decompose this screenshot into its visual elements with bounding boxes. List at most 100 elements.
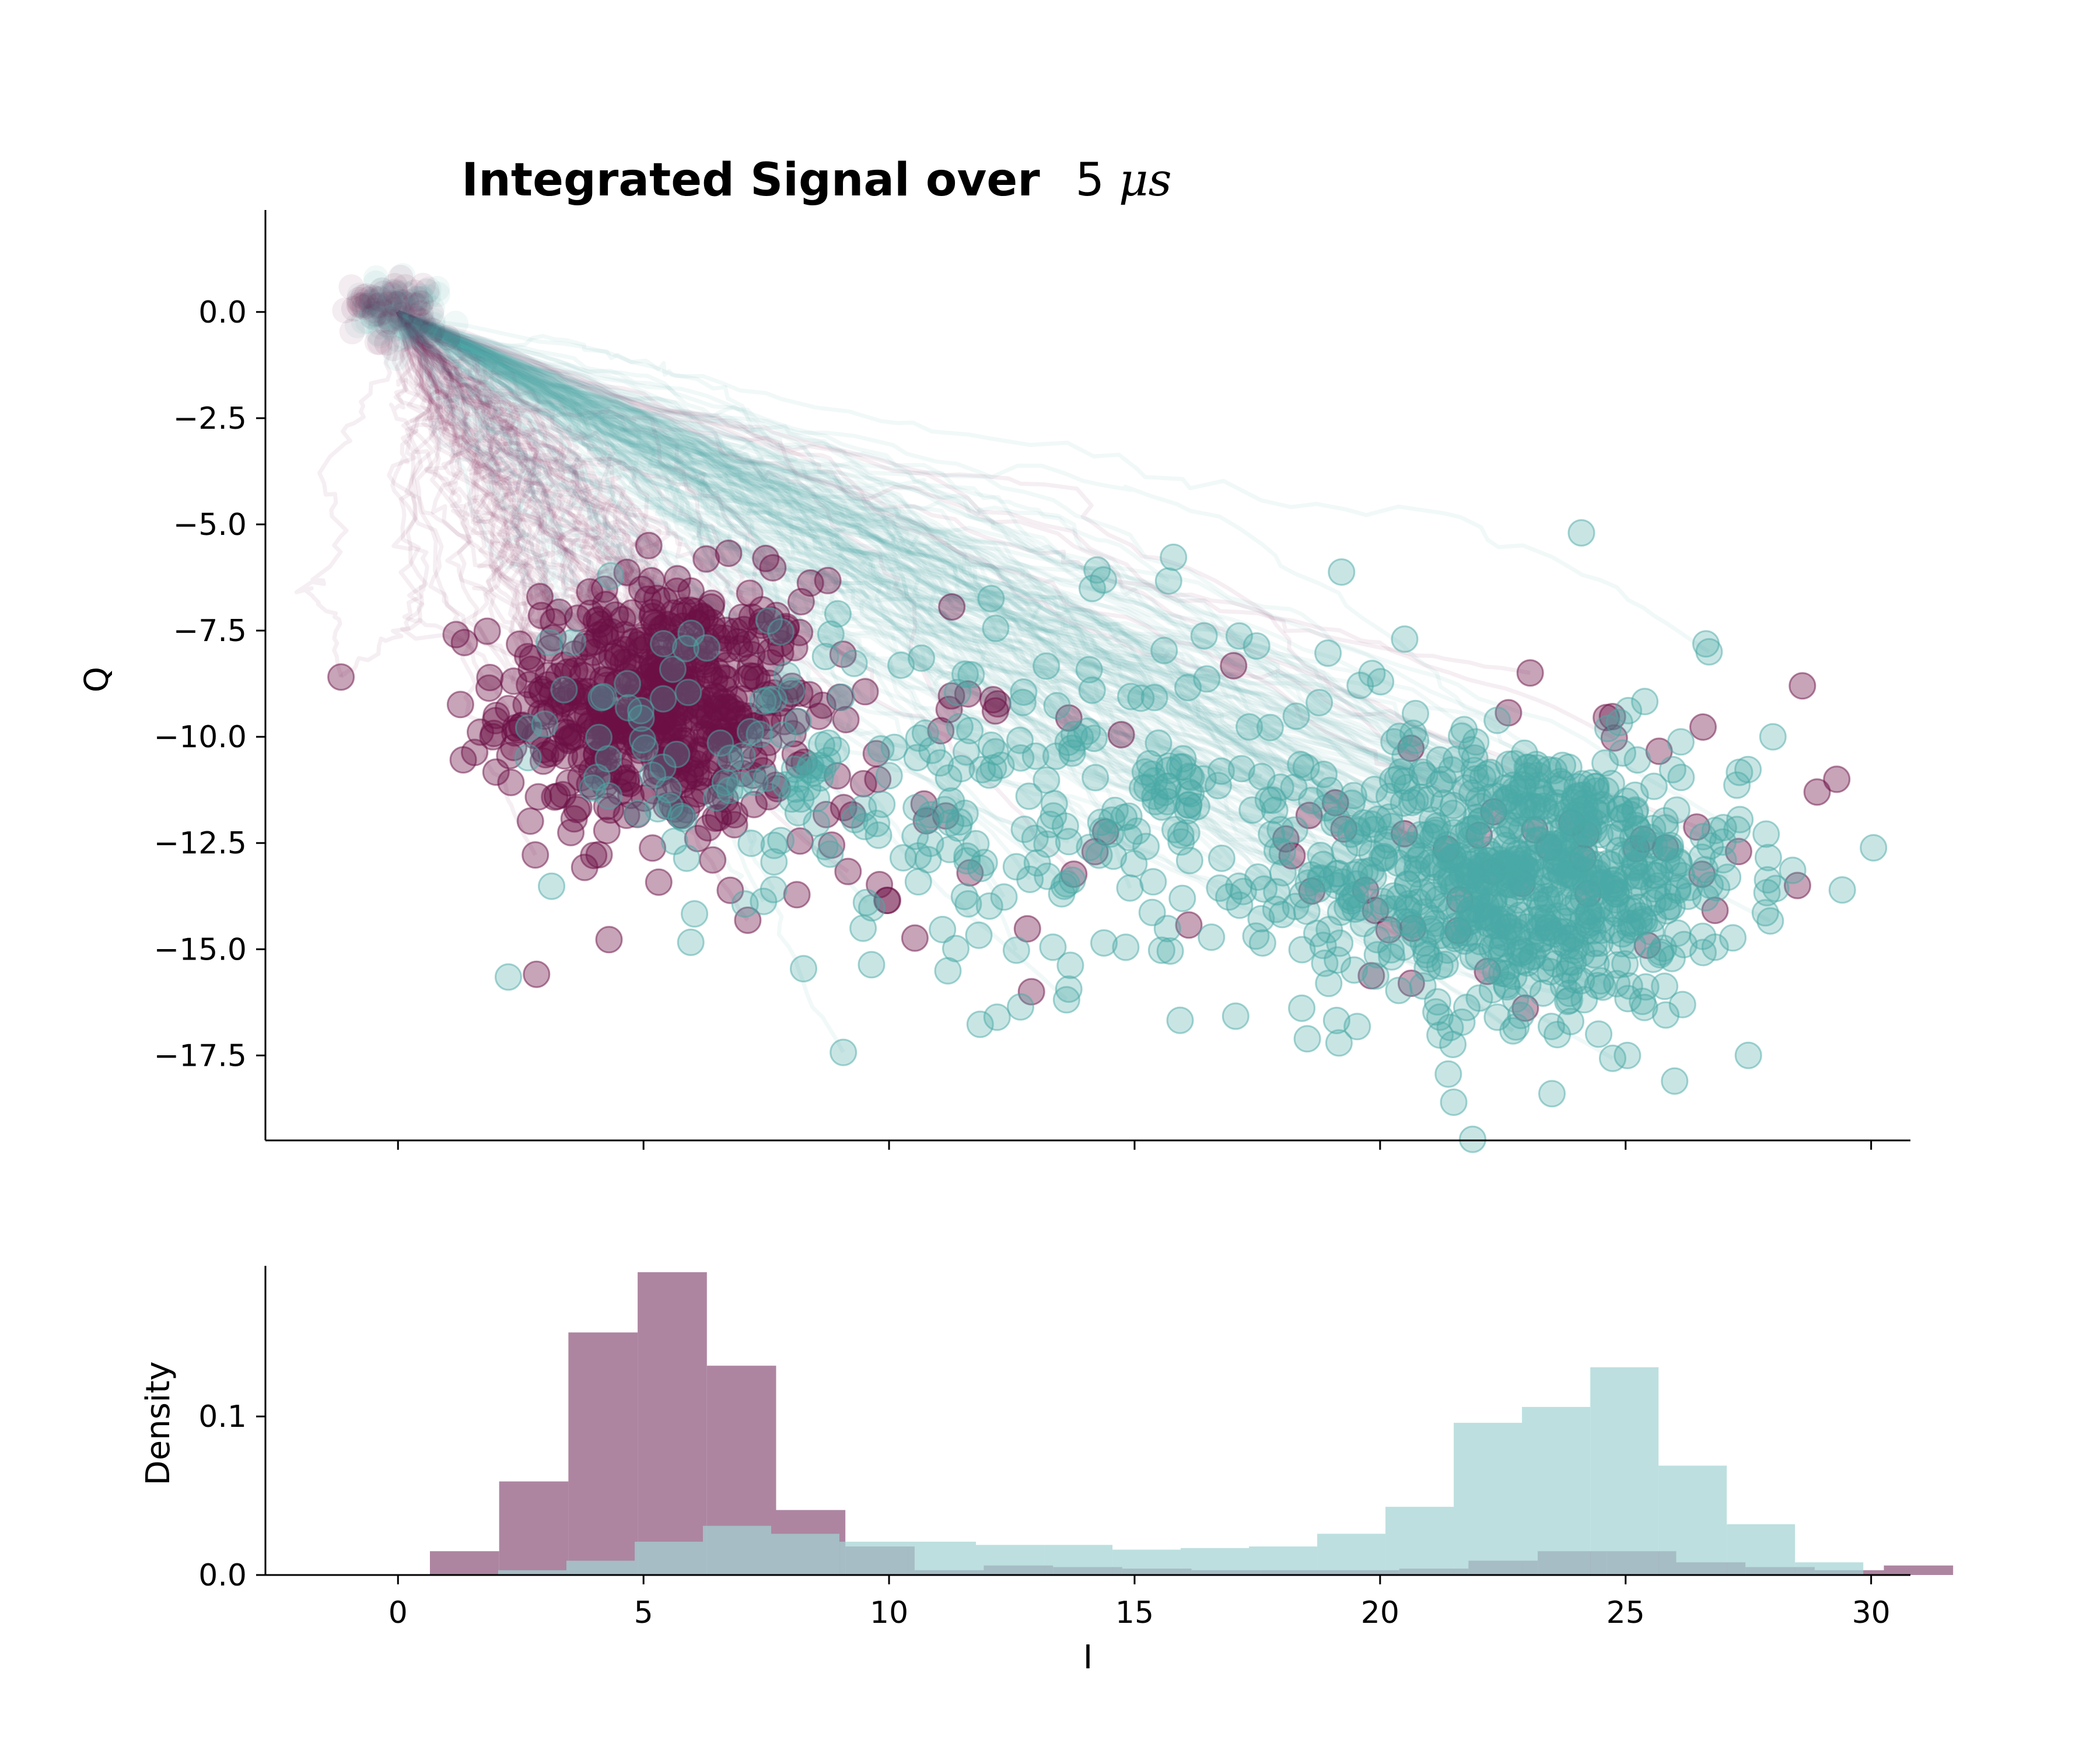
origin-point xyxy=(339,318,365,345)
data-point xyxy=(1013,915,1041,943)
data-point xyxy=(1090,929,1118,957)
data-point xyxy=(1166,1006,1194,1034)
origin-point xyxy=(365,320,391,346)
data-point xyxy=(1549,751,1577,779)
data-point xyxy=(832,706,860,734)
hist-x-tick-label: 25 xyxy=(1606,1595,1645,1630)
data-point xyxy=(1601,872,1629,900)
data-point xyxy=(1692,884,1720,912)
origin-point xyxy=(379,306,405,332)
trajectory-line xyxy=(397,310,1539,948)
data-point xyxy=(650,630,677,657)
data-point xyxy=(1601,886,1629,914)
hist-x-tick-label: 5 xyxy=(634,1595,653,1630)
data-point xyxy=(1544,1021,1572,1049)
y-tick-label: −10.0 xyxy=(154,720,247,755)
hist-x-tick-label: 15 xyxy=(1115,1595,1154,1630)
data-point xyxy=(975,892,1003,920)
origin-point xyxy=(398,323,424,349)
data-point xyxy=(450,629,478,656)
data-point xyxy=(1667,728,1695,756)
trajectory-line xyxy=(397,310,1461,910)
trajectory-line xyxy=(397,310,1331,932)
trajectory-line xyxy=(396,310,685,667)
origin-point xyxy=(410,286,436,312)
data-point xyxy=(1416,785,1444,813)
data-point xyxy=(1056,951,1084,979)
origin-point xyxy=(407,284,433,309)
origin-point xyxy=(383,302,409,328)
origin-point xyxy=(408,290,434,316)
origin-point xyxy=(390,262,416,289)
histogram-bar xyxy=(635,1541,703,1575)
origin-point xyxy=(415,276,442,303)
data-point xyxy=(759,554,787,582)
trajectory-line xyxy=(397,310,1525,870)
data-point xyxy=(946,808,974,836)
data-point xyxy=(987,751,1015,779)
data-point xyxy=(1322,1006,1350,1034)
data-point xyxy=(1150,636,1178,664)
data-point xyxy=(543,782,571,810)
data-point xyxy=(1492,810,1520,838)
data-point xyxy=(1474,836,1502,864)
data-point xyxy=(817,620,845,648)
origin-point xyxy=(379,282,405,308)
data-point xyxy=(1526,874,1554,902)
histogram-bars xyxy=(430,1272,1954,1575)
trajectory-line xyxy=(396,310,857,821)
trajectory-line xyxy=(396,312,534,660)
trajectory-line xyxy=(397,310,1515,921)
data-point xyxy=(1306,864,1334,892)
origin-point xyxy=(363,270,389,296)
data-point xyxy=(841,806,869,834)
trajectory-line xyxy=(396,310,684,654)
origin-point xyxy=(363,301,390,327)
trajectory-line xyxy=(397,310,1510,870)
origin-point xyxy=(352,292,379,318)
data-point xyxy=(536,629,563,656)
data-point xyxy=(611,621,638,649)
origin-point xyxy=(377,289,402,316)
data-point xyxy=(741,768,769,796)
data-point xyxy=(1734,1041,1762,1069)
data-point xyxy=(1667,764,1695,792)
data-point xyxy=(550,676,578,704)
origin-point xyxy=(332,298,358,324)
data-point xyxy=(1434,1060,1462,1088)
data-point xyxy=(1662,796,1690,824)
origin-point xyxy=(435,324,461,351)
origin-point xyxy=(351,309,377,335)
trajectory-line xyxy=(397,310,1485,880)
trajectory-line xyxy=(397,310,1360,845)
trajectory-line xyxy=(396,310,1006,898)
data-point xyxy=(482,758,510,786)
origin-point xyxy=(384,291,410,317)
data-point xyxy=(977,584,1005,612)
data-point xyxy=(1554,988,1581,1016)
data-point xyxy=(1175,791,1202,819)
data-point xyxy=(442,621,470,649)
data-point xyxy=(627,704,655,732)
data-point xyxy=(1450,716,1478,744)
origin-point xyxy=(373,312,400,337)
trajectory-line xyxy=(396,310,668,762)
data-point xyxy=(1058,739,1086,767)
origin-point xyxy=(374,330,400,356)
trajectory-line xyxy=(397,310,1373,826)
data-point xyxy=(1448,1008,1476,1036)
y-tick-label: −15.0 xyxy=(154,932,247,967)
trajectory-line xyxy=(397,310,1070,844)
data-point xyxy=(1412,936,1440,964)
data-point xyxy=(767,618,794,646)
data-point xyxy=(1551,918,1579,946)
trajectory-line xyxy=(397,310,1489,852)
data-point xyxy=(538,872,566,900)
data-point xyxy=(1689,939,1717,967)
origin-point xyxy=(380,284,407,310)
data-point xyxy=(1620,850,1648,878)
scatter-points xyxy=(327,262,1888,1153)
data-point xyxy=(1112,933,1140,961)
trajectory-line xyxy=(397,310,1482,808)
trajectory-line xyxy=(397,310,789,677)
